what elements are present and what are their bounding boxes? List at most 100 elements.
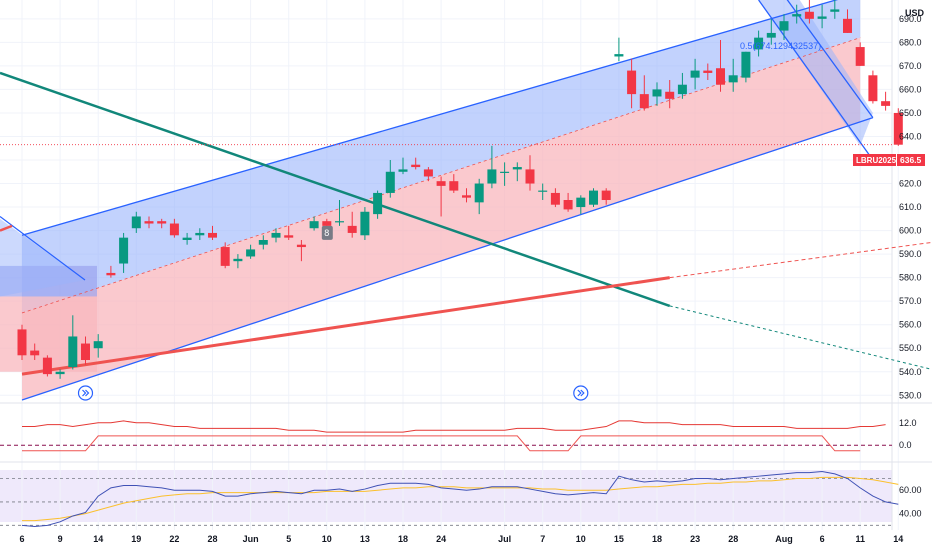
- steep-channel-fill: [758, 0, 873, 146]
- teal-extension: [669, 305, 932, 370]
- candle-body: [195, 232, 205, 236]
- candle-body: [131, 216, 141, 229]
- candle-body: [487, 169, 497, 184]
- candle-body: [271, 232, 281, 238]
- price-tick-label: 600.0: [899, 226, 922, 236]
- candle-body: [157, 221, 167, 224]
- candle-body: [68, 336, 78, 368]
- time-tick-label: 24: [436, 534, 446, 544]
- time-axis[interactable]: 6 9 14 19 22 28 Jun 5 10 13 18 24 Jul 7 10 15 18 23 28 Aug 6…: [0, 530, 932, 550]
- price-tick-label: 690.0: [899, 14, 922, 24]
- price-tick-label: 590.0: [899, 249, 922, 259]
- time-tick-label: 15: [614, 534, 624, 544]
- time-tick-label: Aug: [775, 534, 793, 544]
- candle-body: [30, 350, 40, 356]
- candle-body: [462, 195, 471, 198]
- time-tick-label: 6: [19, 534, 24, 544]
- candle-body: [779, 21, 789, 31]
- candle-body: [309, 221, 319, 229]
- candle-body: [144, 221, 154, 224]
- time-tick-label: 13: [360, 534, 370, 544]
- candle-body: [576, 197, 586, 208]
- candle-body: [385, 171, 395, 193]
- candle-body: [500, 171, 510, 173]
- osc2-tick-label: 40.00: [899, 509, 922, 519]
- time-tick-label: 18: [398, 534, 408, 544]
- candle-body: [652, 89, 662, 97]
- oscillator-panel-1: [0, 420, 892, 452]
- red-trendline-stub: [0, 224, 13, 232]
- candle-body: [42, 357, 52, 375]
- event-marker-chevrons: [577, 389, 585, 397]
- candle-body: [436, 181, 446, 186]
- time-tick-label: 6: [820, 534, 825, 544]
- candle-body: [322, 221, 332, 226]
- candle-body: [335, 221, 344, 223]
- time-tick-label: 28: [728, 534, 738, 544]
- time-tick-label: 10: [322, 534, 332, 544]
- channel-fills: [0, 0, 873, 400]
- candle-body: [677, 84, 687, 95]
- price-tick-label: 530.0: [899, 390, 922, 400]
- candle-body: [182, 237, 192, 240]
- candlestick-series: [17, 0, 903, 379]
- time-tick-label: 18: [652, 534, 662, 544]
- candle-body: [550, 192, 560, 205]
- time-tick-label: 23: [690, 534, 700, 544]
- channel-lower-fill: [22, 37, 861, 400]
- candle-body: [716, 68, 725, 85]
- price-tick-label: 620.0: [899, 179, 922, 189]
- candle-body: [411, 164, 421, 168]
- symbol-label: LBRU2025: [856, 156, 897, 165]
- osc1-tick-label: 0.0: [899, 440, 912, 450]
- price-axis[interactable]: 690.0680.0670.0660.0650.0640.0630.0620.0…: [899, 14, 922, 519]
- osc1-line-a: [22, 420, 886, 433]
- symbol-badge: [853, 154, 896, 166]
- time-tick-label: 11: [855, 534, 865, 544]
- price-tick-label: 570.0: [899, 296, 922, 306]
- candle-body: [817, 16, 827, 19]
- osc2-tick-label: 60.00: [899, 485, 922, 495]
- earnings-badge-label: 8: [324, 228, 329, 238]
- candle-body: [728, 75, 738, 83]
- drawing-tools[interactable]: [0, 0, 932, 401]
- currency-label: USD: [905, 8, 925, 18]
- osc2-band: [0, 470, 892, 522]
- candle-body: [398, 169, 408, 172]
- time-tick-label: Jul: [498, 534, 511, 544]
- osc1-tick-label: 12.0: [899, 418, 917, 428]
- candle-body: [538, 190, 548, 192]
- candle-body: [284, 235, 294, 238]
- candle-body: [233, 258, 243, 262]
- candle-body: [893, 112, 903, 145]
- candle-body: [639, 94, 649, 109]
- price-tick-label: 680.0: [899, 37, 922, 47]
- candle-body: [614, 54, 624, 57]
- price-tick-label: 640.0: [899, 131, 922, 141]
- candle-body: [855, 47, 865, 66]
- time-tick-label: 7: [540, 534, 545, 544]
- candle-body: [258, 240, 268, 245]
- candle-body: [208, 232, 217, 238]
- candle-body: [766, 32, 776, 38]
- candle-body: [474, 183, 484, 203]
- candle-body: [81, 343, 90, 360]
- midline-value-label: 0.5(674.129432537): [740, 41, 821, 51]
- candle-body: [589, 190, 598, 205]
- chart-labels: USD LBRU2025 636.5 0.5(674.129432537) 8: [77, 8, 925, 401]
- price-tick-label: 660.0: [899, 84, 922, 94]
- candle-body: [55, 371, 65, 375]
- earnings-badge: [321, 225, 333, 240]
- price-tick-label: 650.0: [899, 108, 922, 118]
- last-price-badge: [897, 154, 925, 166]
- candle-body: [512, 167, 522, 170]
- steep-channel-line-1: [758, 0, 874, 161]
- candle-body: [525, 169, 535, 184]
- candle-body: [373, 192, 383, 215]
- candle-body: [741, 51, 751, 78]
- price-tick-label: 610.0: [899, 202, 922, 212]
- time-tick-label: 28: [207, 534, 217, 544]
- candle-body: [792, 14, 802, 17]
- time-tick-label: 22: [169, 534, 179, 544]
